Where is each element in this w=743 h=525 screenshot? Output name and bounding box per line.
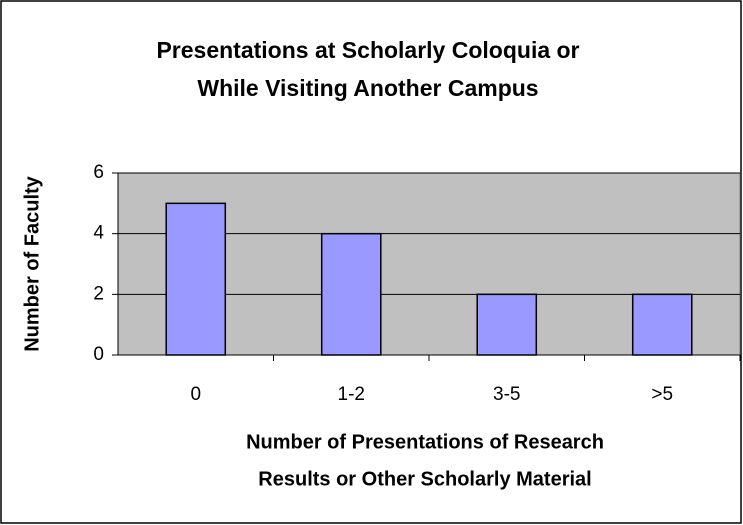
y-tick-label: 0 [93, 344, 104, 365]
x-tick-label: 1-2 [338, 384, 365, 405]
bar [165, 202, 227, 356]
bar [476, 293, 538, 356]
x-axis-label: Number of Presentations of Research [246, 431, 604, 453]
bar [631, 293, 693, 356]
y-tick-label: 6 [93, 162, 104, 183]
x-tick-label: 0 [190, 384, 201, 405]
bar [320, 232, 382, 356]
chart-title: Presentations at Scholarly Coloquia or [156, 37, 579, 63]
x-axis-label: Results or Other Scholarly Material [258, 468, 591, 490]
x-tick-label: 3-5 [493, 384, 520, 405]
x-tick-label: >5 [651, 384, 673, 405]
y-axis-label: Number of Faculty [21, 175, 43, 351]
y-tick-label: 4 [93, 223, 104, 244]
chart-title: While Visiting Another Campus [197, 75, 538, 101]
y-tick-label: 2 [93, 283, 104, 304]
